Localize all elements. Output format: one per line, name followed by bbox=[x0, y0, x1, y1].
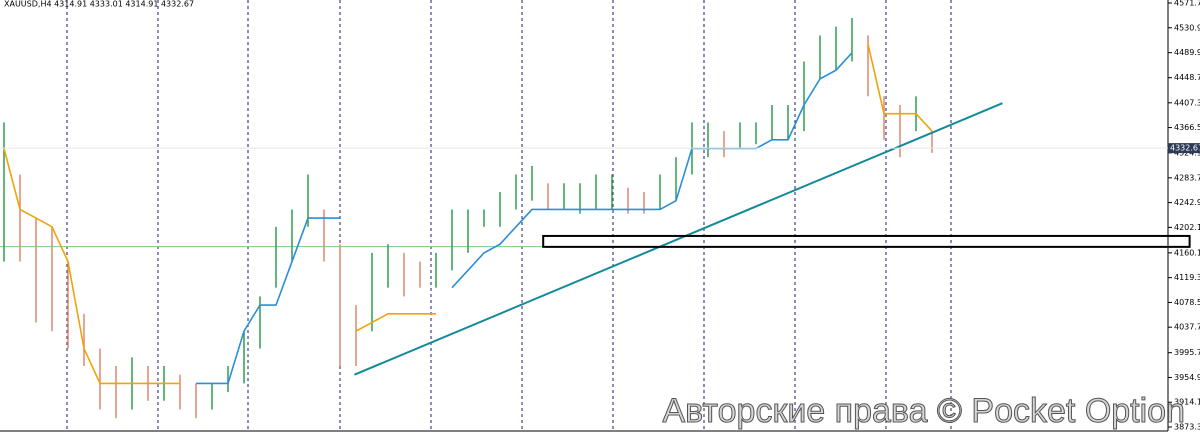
y-tick-label: 4407.30 bbox=[1174, 98, 1200, 107]
y-tick-label: 4119.30 bbox=[1174, 273, 1200, 282]
y-tick-label: 4530.90 bbox=[1174, 23, 1200, 32]
indicator-line bbox=[451, 52, 853, 289]
y-tick-label: 3954.90 bbox=[1174, 373, 1200, 382]
y-tick-label: 4283.70 bbox=[1174, 173, 1200, 182]
y-tick-label: 4078.50 bbox=[1174, 298, 1200, 307]
indicator-line bbox=[196, 217, 340, 385]
y-tick-label: 4242.90 bbox=[1174, 198, 1200, 207]
chart-header: XAUUSD,H4 4314.91 4333.01 4314.91 4332.6… bbox=[4, 0, 194, 9]
indicator-line bbox=[3, 148, 180, 385]
y-tick-label: 4037.70 bbox=[1174, 323, 1200, 332]
indicator-line bbox=[867, 43, 933, 132]
y-tick-label: 3995.70 bbox=[1174, 348, 1200, 357]
y-tick-label: 4571.70 bbox=[1174, 0, 1200, 8]
y-tick-label: 4448.70 bbox=[1174, 73, 1200, 82]
y-tick-label: 4160.10 bbox=[1174, 248, 1200, 257]
y-tick-label: 4489.90 bbox=[1174, 48, 1200, 57]
y-tick-label: 4366.50 bbox=[1174, 123, 1200, 132]
price-label: 4332.67 bbox=[1170, 144, 1200, 153]
indicator-line bbox=[355, 312, 436, 332]
y-tick-label: 4202.10 bbox=[1174, 223, 1200, 232]
y-tick-label: 3914.10 bbox=[1174, 398, 1200, 407]
watermark: Авторские права © Pocket Option bbox=[662, 392, 1185, 430]
zone-box bbox=[542, 234, 1191, 248]
y-tick-label: 3873.30 bbox=[1174, 423, 1200, 432]
price-label-box bbox=[1168, 143, 1200, 154]
